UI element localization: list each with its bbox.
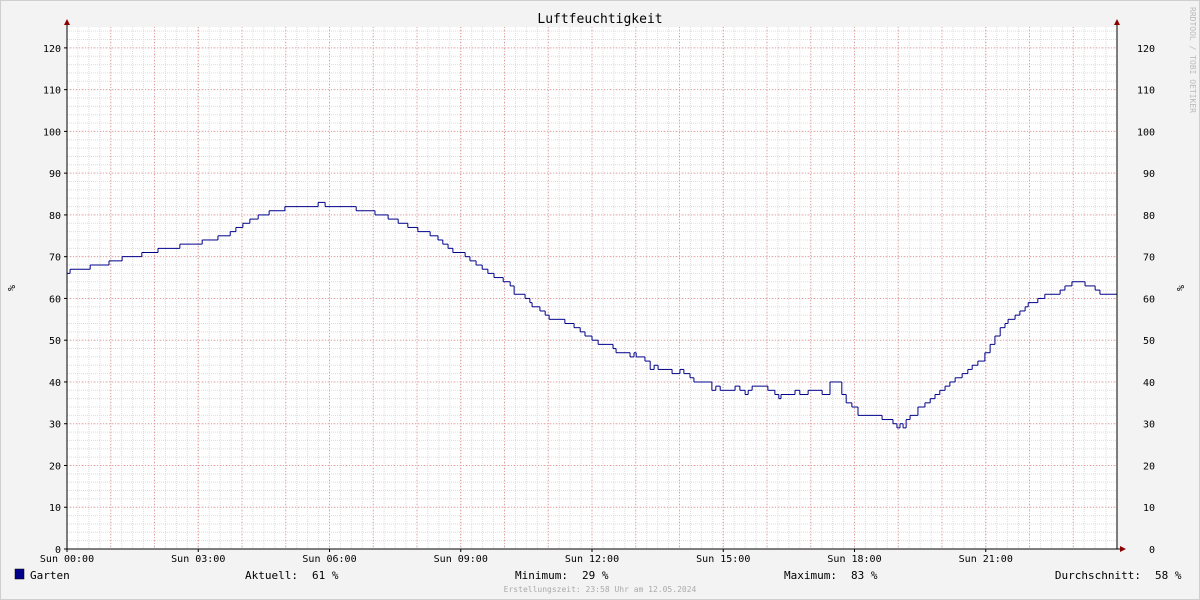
- y-tick-label: 0: [1149, 545, 1155, 556]
- axis-arrow: [1114, 19, 1120, 25]
- stat-label: Maximum:: [784, 569, 837, 582]
- y-tick-label: 120: [43, 44, 61, 55]
- y-tick-label: 40: [49, 378, 61, 389]
- y-tick-label: 60: [49, 294, 61, 305]
- y-tick-label: 0: [55, 545, 61, 556]
- stat-value: 83 %: [851, 569, 878, 582]
- y-tick-label: 20: [49, 461, 61, 472]
- x-tick-label: Sun 12:00: [565, 554, 619, 565]
- x-tick-label: Sun 21:00: [959, 554, 1013, 565]
- y-tick-label: 100: [1137, 127, 1155, 138]
- x-tick-label: Sun 00:00: [40, 554, 94, 565]
- y-tick-label: 70: [1143, 253, 1155, 264]
- x-tick-label: Sun 15:00: [696, 554, 750, 565]
- y-tick-label: 70: [49, 253, 61, 264]
- y-tick-label: 90: [49, 169, 61, 180]
- axes: [64, 19, 1126, 552]
- legend-swatch: [14, 568, 25, 580]
- y-tick-label: 20: [1143, 461, 1155, 472]
- watermark: RRDTOOL / TOBI OETIKER: [1188, 7, 1197, 113]
- x-tick-label: Sun 03:00: [171, 554, 225, 565]
- marks: [67, 201, 1117, 429]
- axis-arrow: [64, 19, 70, 25]
- y-tick-label: 80: [1143, 211, 1155, 222]
- x-tick-label: Sun 18:00: [827, 554, 881, 565]
- chart-title: Luftfeuchtigkeit: [537, 12, 662, 27]
- x-tick-label: Sun 06:00: [302, 554, 356, 565]
- grid: 0 0 10 10 20 20 30 30 40 40 50 50 60 60 70 70 80 80 90 90 10…: [40, 27, 1155, 565]
- y-tick-label: 30: [49, 420, 61, 431]
- stat-value: 58 %: [1155, 569, 1182, 582]
- x-tick-label: Sun 09:00: [434, 554, 488, 565]
- y-tick-label: 50: [49, 336, 61, 347]
- y-tick-label: 40: [1143, 378, 1155, 389]
- y-tick-label: 10: [49, 503, 61, 514]
- y-tick-label: 110: [43, 86, 61, 97]
- stat-label: Durchschnitt:: [1055, 569, 1141, 582]
- footer: Erstellungszeit: 23:58 Uhr am 12.05.2024: [504, 585, 697, 594]
- y-tick-label: 50: [1143, 336, 1155, 347]
- legend: Garten Aktuell: 61 % Minimum: 29 % Maximum: 83…: [14, 568, 1182, 582]
- y-tick-label: 80: [49, 211, 61, 222]
- stat-label: Minimum:: [515, 569, 568, 582]
- stat-label: Aktuell:: [245, 569, 298, 582]
- y-tick-label: 120: [1137, 44, 1155, 55]
- stat-value: 61 %: [312, 569, 339, 582]
- stat-value: 29 %: [582, 569, 609, 582]
- y-axis-label: %: [1174, 285, 1185, 291]
- y-tick-label: 30: [1143, 420, 1155, 431]
- y-tick-label: 90: [1143, 169, 1155, 180]
- y-axis-label: %: [5, 285, 16, 291]
- axis-arrow: [1120, 546, 1126, 552]
- y-tick-label: 110: [1137, 86, 1155, 97]
- legend-label: Garten: [30, 569, 70, 582]
- y-tick-label: 10: [1143, 503, 1155, 514]
- y-tick-label: 60: [1143, 294, 1155, 305]
- y-tick-label: 100: [43, 127, 61, 138]
